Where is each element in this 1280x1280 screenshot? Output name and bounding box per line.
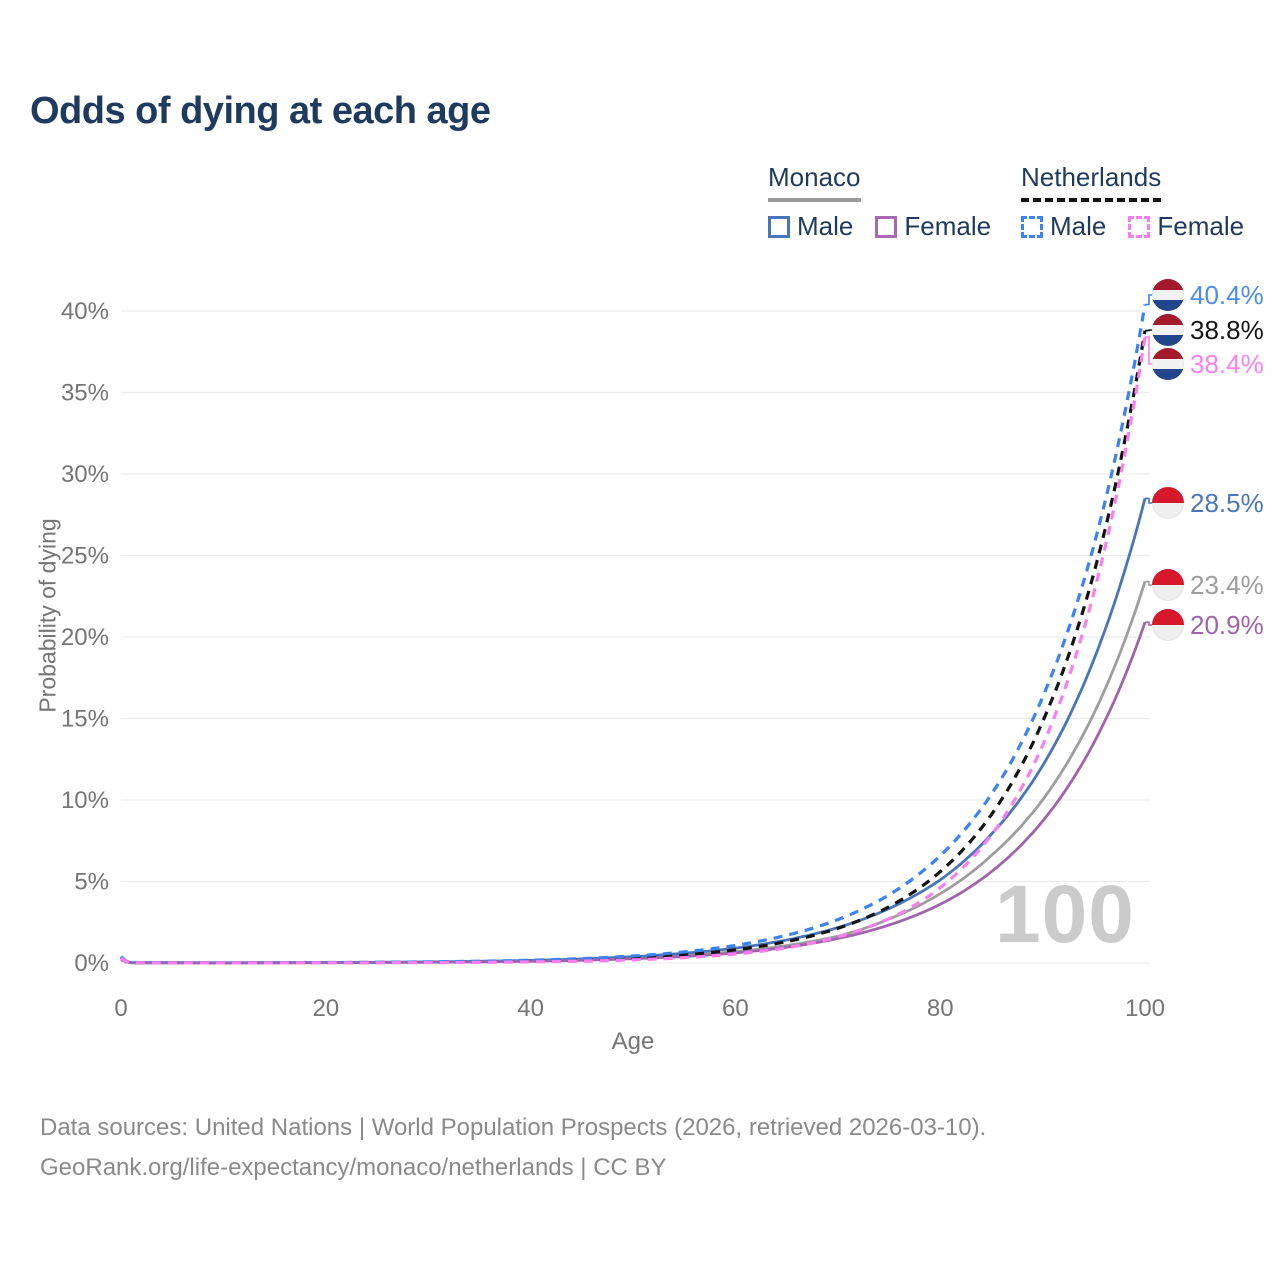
- leader-line-netherlands: [1145, 329, 1153, 332]
- series-line-netherlands-female[interactable]: [120, 336, 1147, 965]
- series-line-monaco[interactable]: [120, 581, 1147, 965]
- legend-item-monaco-male[interactable]: Male: [768, 211, 853, 242]
- y-tick-10%: 10%: [61, 787, 109, 814]
- series-line-netherlands-male[interactable]: [119, 304, 1147, 965]
- age-watermark: 100: [995, 869, 1135, 960]
- monaco-male-swatch-icon: [768, 215, 790, 238]
- end-label-monaco-female: 20.9%: [1152, 608, 1264, 642]
- leader-line-monaco-male: [1145, 497, 1153, 504]
- monaco-flag-icon: [1152, 569, 1184, 601]
- leader-line-netherlands-male: [1145, 294, 1153, 306]
- leader-line-netherlands-female: [1145, 336, 1153, 365]
- page-title: Odds of dying at each age: [30, 90, 491, 132]
- netherlands-female-swatch-icon: [1128, 215, 1151, 238]
- leader-line-monaco: [1145, 580, 1153, 586]
- y-tick-25%: 25%: [61, 543, 109, 570]
- end-value-monaco-female: 20.9%: [1190, 609, 1264, 640]
- footer-line-2: GeoRank.org/life-expectancy/monaco/nethe…: [40, 1154, 667, 1181]
- netherlands-flag-icon: [1152, 348, 1184, 380]
- netherlands-male-swatch-icon: [1021, 215, 1043, 238]
- series-line-monaco-female[interactable]: [120, 621, 1147, 965]
- end-label-monaco-male: 28.5%: [1152, 486, 1264, 520]
- data-sources-footer: Data sources: United Nations | World Pop…: [40, 1108, 986, 1188]
- x-tick-20: 20: [312, 995, 339, 1022]
- x-tick-80: 80: [927, 995, 954, 1022]
- y-tick-20%: 20%: [61, 624, 109, 651]
- y-tick-15%: 15%: [61, 706, 109, 733]
- x-tick-40: 40: [517, 995, 544, 1022]
- legend-title-monaco[interactable]: Monaco: [768, 162, 861, 202]
- x-tick-0: 0: [114, 995, 127, 1022]
- netherlands-flag-icon: [1152, 279, 1184, 311]
- end-label-netherlands-male: 40.4%: [1152, 278, 1264, 312]
- x-tick-60: 60: [722, 995, 749, 1022]
- end-label-netherlands-both: 38.8%: [1152, 313, 1264, 347]
- netherlands-flag-icon: [1152, 314, 1184, 346]
- end-value-monaco-male: 28.5%: [1190, 487, 1264, 518]
- x-tick-100: 100: [1125, 995, 1165, 1022]
- legend-group-netherlands: Netherlands Male Female: [1021, 162, 1266, 242]
- legend-item-netherlands-male[interactable]: Male: [1021, 211, 1106, 242]
- series-line-monaco-male[interactable]: [120, 498, 1147, 965]
- x-axis-title: Age: [611, 1028, 655, 1055]
- monaco-flag-icon: [1152, 487, 1184, 519]
- leader-line-monaco-female: [1145, 621, 1153, 626]
- legend-label-monaco-male: Male: [797, 211, 854, 241]
- y-tick-40%: 40%: [61, 298, 109, 325]
- legend-title-netherlands[interactable]: Netherlands: [1021, 162, 1162, 202]
- y-tick-35%: 35%: [61, 380, 109, 407]
- end-value-monaco-both: 23.4%: [1190, 569, 1264, 600]
- series-line-netherlands[interactable]: [119, 330, 1147, 965]
- footer-line-1: Data sources: United Nations | World Pop…: [40, 1114, 987, 1141]
- monaco-female-swatch-icon: [875, 215, 898, 238]
- legend-item-netherlands-female[interactable]: Female: [1128, 211, 1244, 242]
- legend-group-monaco: Monaco Male Female: [768, 162, 1013, 242]
- end-label-netherlands-female: 38.4%: [1152, 347, 1264, 381]
- y-tick-0%: 0%: [74, 950, 109, 977]
- legend-item-monaco-female[interactable]: Female: [875, 211, 991, 242]
- y-tick-5%: 5%: [74, 869, 109, 896]
- end-value-netherlands-both: 38.8%: [1190, 314, 1264, 345]
- end-value-netherlands-male: 40.4%: [1190, 279, 1264, 310]
- legend-label-netherlands-female: Female: [1157, 211, 1245, 241]
- end-label-monaco-both: 23.4%: [1152, 568, 1264, 602]
- end-value-netherlands-female: 38.4%: [1190, 348, 1264, 379]
- monaco-flag-icon: [1152, 609, 1184, 641]
- legend-label-monaco-female: Female: [904, 211, 992, 241]
- y-tick-30%: 30%: [61, 461, 109, 488]
- legend-label-netherlands-male: Male: [1050, 211, 1107, 241]
